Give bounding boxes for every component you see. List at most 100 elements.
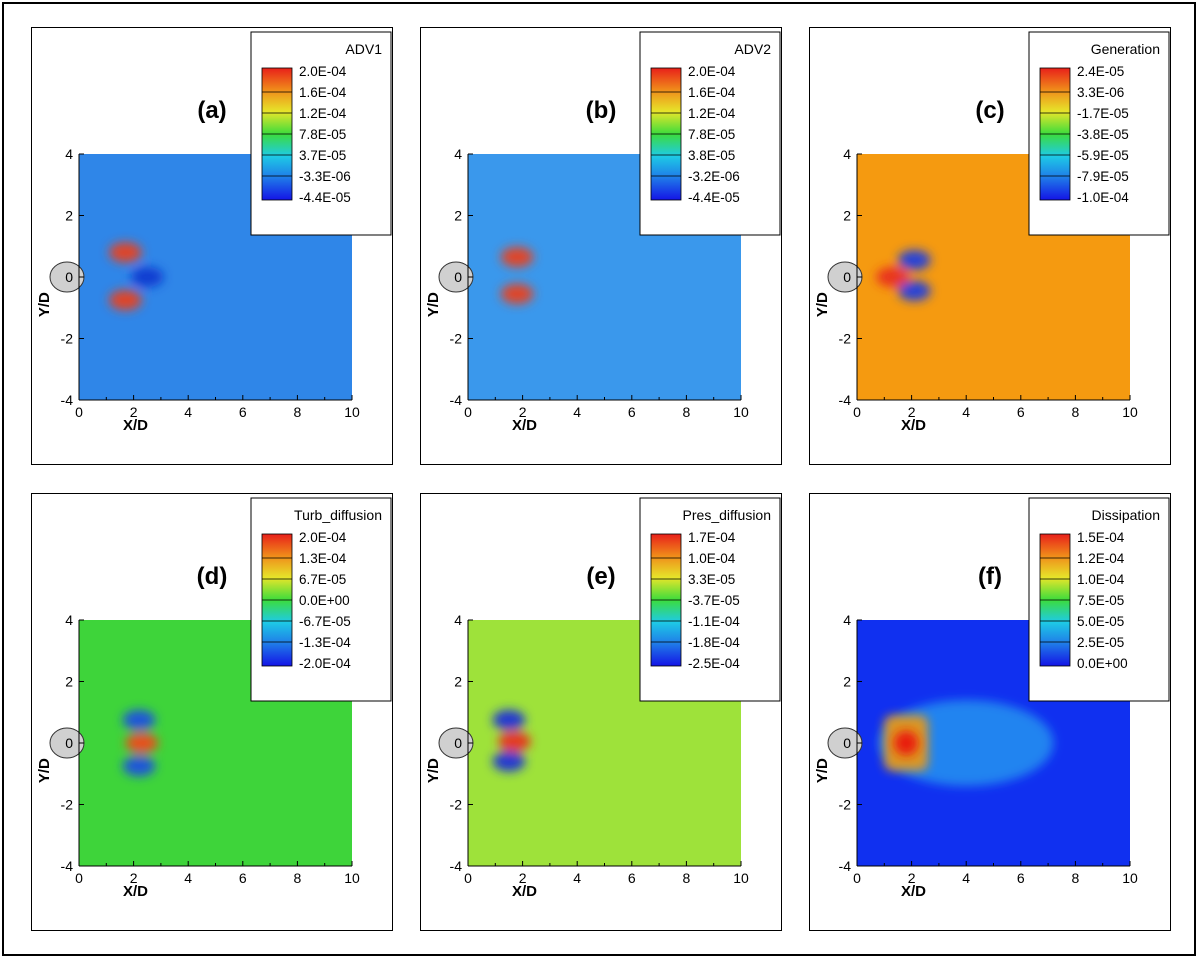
y-tick-label: -4 (839, 392, 852, 408)
panel-d: 0 2 4 6 8 10 4 2 0 -2 -4 X/D Y/D (d) Turb_diffusion 2.0… (31, 493, 393, 931)
field-feature (492, 751, 526, 772)
field-features (122, 709, 159, 777)
legend-level-label: 3.3E-05 (688, 572, 735, 587)
panel-c: 0 2 4 6 8 10 4 2 0 -2 -4 X/D Y/D (c) Generation 2.4E-05… (809, 27, 1171, 465)
legend-level-label: 5.0E-05 (1077, 614, 1124, 629)
legend-level-label: 2.4E-05 (1077, 64, 1124, 79)
x-tick-label: 6 (239, 870, 247, 886)
x-tick-label: 6 (239, 404, 247, 420)
legend-level-label: 1.2E-04 (1077, 551, 1125, 566)
panel-label: (e) (586, 563, 615, 590)
x-tick-label: 10 (1122, 404, 1138, 420)
y-tick-label: 0 (65, 269, 73, 285)
y-axis-label: Y/D (36, 292, 53, 317)
panel-label: (f) (978, 563, 1002, 590)
x-tick-label: 4 (184, 870, 192, 886)
legend-level-label: -3.8E-05 (1077, 127, 1129, 142)
x-tick-label: 10 (733, 870, 749, 886)
field-features (878, 699, 1054, 787)
x-tick-label: 6 (628, 870, 636, 886)
x-tick-label: 10 (733, 404, 749, 420)
panel-b: 0 2 4 6 8 10 4 2 0 -2 -4 X/D Y/D (b) ADV2 2.0E-04 1.6E-0… (420, 27, 782, 465)
x-tick-label: 8 (294, 404, 302, 420)
legend-level-label: 7.5E-05 (1077, 593, 1124, 608)
field-feature (109, 289, 142, 311)
y-axis-label: Y/D (425, 292, 442, 317)
legend-level-label: -6.7E-05 (299, 614, 351, 629)
field-feature (122, 755, 156, 777)
legend-level-label: 6.7E-05 (299, 572, 346, 587)
legend-level-label: -3.2E-06 (688, 169, 740, 184)
y-tick-label: -2 (839, 797, 852, 813)
x-tick-label: 8 (294, 870, 302, 886)
legend-level-label: 1.7E-04 (688, 530, 736, 545)
field-feature (893, 730, 919, 756)
legend-level-label: 3.7E-05 (299, 148, 346, 163)
field-feature (498, 731, 531, 752)
x-tick-label: 6 (628, 404, 636, 420)
x-tick-label: 4 (184, 404, 192, 420)
x-tick-label: 4 (573, 404, 581, 420)
x-tick-label: 8 (1072, 404, 1080, 420)
y-tick-label: 2 (454, 208, 462, 224)
y-tick-label: -2 (61, 797, 74, 813)
contour-chart: 0 2 4 6 8 10 4 2 0 -2 -4 X/D Y/D (a) ADV1 2.0E-04 1.6E-0… (36, 31, 392, 434)
panel-a: 0 2 4 6 8 10 4 2 0 -2 -4 X/D Y/D (a) ADV1 2.0E-04 1.6E-0… (31, 27, 393, 465)
y-tick-label: -4 (61, 392, 74, 408)
legend-level-label: 1.2E-04 (299, 106, 347, 121)
panel-label: (b) (586, 97, 617, 124)
legend-level-label: -1.0E-04 (1077, 190, 1129, 205)
x-tick-label: 4 (573, 870, 581, 886)
legend-title: ADV1 (345, 41, 382, 57)
x-tick-label: 0 (75, 404, 83, 420)
legend-level-label: -3.7E-05 (688, 593, 740, 608)
legend-level-label: 3.8E-05 (688, 148, 735, 163)
legend-title: Turb_diffusion (294, 507, 382, 523)
y-axis-label: Y/D (425, 758, 442, 783)
legend-level-label: 2.0E-04 (688, 64, 736, 79)
legend-level-label: -3.3E-06 (299, 169, 351, 184)
legend-title: ADV2 (734, 41, 771, 57)
field-feature (122, 709, 156, 731)
y-tick-label: 2 (65, 674, 73, 690)
x-tick-label: 0 (853, 404, 861, 420)
x-tick-label: 8 (683, 404, 691, 420)
x-axis-label: X/D (123, 417, 148, 434)
field-feature (897, 280, 931, 301)
x-tick-label: 10 (344, 870, 360, 886)
x-tick-label: 4 (962, 404, 970, 420)
panel-label: (d) (197, 563, 228, 590)
x-axis-label: X/D (901, 417, 926, 434)
y-tick-label: 4 (65, 146, 73, 162)
x-tick-label: 2 (130, 870, 138, 886)
y-tick-label: 4 (843, 146, 851, 162)
field-features (500, 246, 534, 305)
x-tick-label: 10 (344, 404, 360, 420)
y-tick-label: -4 (61, 858, 74, 874)
x-tick-label: 8 (683, 870, 691, 886)
x-tick-label: 4 (962, 870, 970, 886)
y-tick-label: 4 (454, 612, 462, 628)
legend-level-label: 3.3E-06 (1077, 85, 1124, 100)
legend-title: Dissipation (1092, 507, 1160, 523)
field-feature (492, 709, 526, 731)
y-tick-label: 2 (454, 674, 462, 690)
y-tick-label: 2 (843, 674, 851, 690)
legend-level-label: 0.0E+00 (299, 593, 350, 608)
legend-level-label: 1.0E-04 (1077, 572, 1125, 587)
legend-level-label: -4.4E-05 (688, 190, 740, 205)
legend-level-label: -1.1E-04 (688, 614, 740, 629)
field-feature (130, 266, 164, 288)
legend-level-label: 0.0E+00 (1077, 656, 1128, 671)
legend-level-label: 1.5E-04 (1077, 530, 1125, 545)
x-axis-label: X/D (123, 883, 148, 900)
legend-level-label: 7.8E-05 (688, 127, 735, 142)
y-tick-label: 4 (454, 146, 462, 162)
legend-level-label: 1.3E-04 (299, 551, 347, 566)
y-tick-label: 4 (843, 612, 851, 628)
x-tick-label: 0 (464, 404, 472, 420)
legend-level-label: -7.9E-05 (1077, 169, 1129, 184)
legend-level-label: 1.2E-04 (688, 106, 736, 121)
x-tick-label: 2 (908, 870, 916, 886)
field-feature (876, 266, 909, 288)
